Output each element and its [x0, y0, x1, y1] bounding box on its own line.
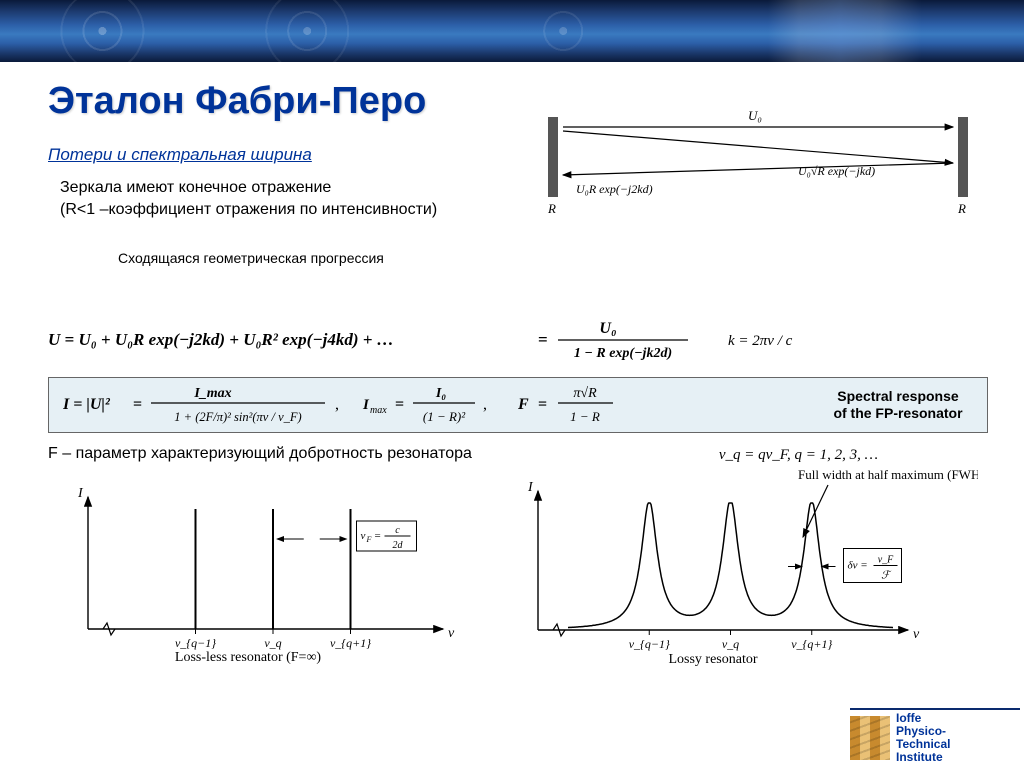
svg-text:ν_q: ν_q: [722, 637, 739, 651]
svg-text:U₀: U₀: [599, 320, 616, 337]
slide-content: Эталон Фабри-Перо Потери и спектральная …: [0, 62, 1024, 768]
u0-label: U₀: [748, 108, 762, 123]
r-left: R: [547, 201, 556, 216]
svg-text:ν: ν: [361, 530, 366, 542]
svg-text:I: I: [362, 397, 370, 413]
svg-text:π√R: π√R: [573, 386, 597, 401]
svg-text:2d: 2d: [393, 540, 404, 551]
svg-text:1 − R: 1 − R: [570, 409, 600, 424]
svg-text:k = 2πν / c: k = 2πν / c: [728, 333, 793, 349]
svg-text:,: ,: [483, 396, 487, 413]
svg-text:1 + (2F/π)² sin²(πν / ν_F): 1 + (2F/π)² sin²(πν / ν_F): [174, 410, 301, 424]
svg-text:ν_{q−1}: ν_{q−1}: [629, 637, 670, 651]
svg-text:ν_F: ν_F: [878, 555, 894, 566]
svg-text:ν_{q+1}: ν_{q+1}: [330, 636, 371, 650]
svg-text:Loss-less resonator (F=∞): Loss-less resonator (F=∞): [175, 650, 322, 665]
svg-text:ν_{q+1}: ν_{q+1}: [791, 637, 832, 651]
top-row: Потери и спектральная ширина Зеркала име…: [48, 145, 988, 315]
svg-text:1 − R exp(−jk2d): 1 − R exp(−jk2d): [574, 346, 672, 361]
decorative-banner: [0, 0, 1024, 62]
svg-text:U = U₀ + U₀R exp(−j2kd) + U₀R²: U = U₀ + U₀R exp(−j2kd) + U₀R² exp(−j4kd…: [48, 330, 394, 349]
svg-text:ν: ν: [448, 626, 455, 641]
svg-text:c: c: [395, 525, 400, 536]
institute-logo: Ioffe Physico- Technical Institute: [850, 708, 1020, 764]
logo-text: Ioffe Physico- Technical Institute: [896, 712, 950, 765]
svg-text:I: I: [77, 486, 84, 501]
svg-text:I_max: I_max: [193, 386, 231, 401]
spectral-response-box: I = |U|² = I_max 1 + (2F/π)² sin²(πν / ν…: [48, 377, 988, 433]
svg-text:=: =: [538, 330, 548, 349]
svg-text:ν: ν: [913, 627, 920, 642]
spectral-label: Spectral response of the FP-resonator: [823, 388, 973, 422]
lossless-chart: I ν ν_{q−1}ν_qν_{q+1} νF=c2d Loss-less r…: [48, 479, 478, 669]
svg-text:(1 − R)²: (1 − R)²: [423, 409, 466, 424]
lossy-chart: I ν ν_{q−1} ν_q ν_{q+1} Full width at half…: [498, 465, 978, 670]
svg-text:ν_q: ν_q: [264, 636, 281, 650]
svg-text:ℱ: ℱ: [881, 570, 892, 582]
svg-text:=: =: [395, 396, 404, 413]
svg-text:I: I: [527, 480, 534, 495]
svg-text:=: =: [375, 530, 381, 542]
svg-text:I = |U|²: I = |U|²: [63, 396, 111, 413]
svg-text:,: ,: [335, 396, 339, 413]
mirror-diagram: U₀ U₀√R exp(−jkd) U₀R exp(−j2kd) R R: [538, 105, 978, 225]
formula-series: U = U₀ + U₀R exp(−j2kd) + U₀R² exp(−j4kd…: [48, 315, 988, 365]
r-right: R: [957, 201, 966, 216]
progression-label: Сходящаяся геометрическая прогрессия: [118, 250, 988, 266]
left-return-label: U₀R exp(−j2kd): [576, 182, 653, 196]
svg-text:=: =: [538, 396, 547, 413]
svg-text:δν =: δν =: [848, 560, 868, 572]
svg-text:Lossy resonator: Lossy resonator: [668, 652, 757, 667]
svg-text:I₀: I₀: [435, 386, 446, 401]
nuq-relation: ν_q = qν_F, q = 1, 2, 3, …: [719, 447, 878, 464]
svg-text:F: F: [366, 535, 372, 544]
logo-mark-icon: [850, 716, 890, 760]
charts-row: I ν ν_{q−1}ν_qν_{q+1} νF=c2d Loss-less r…: [48, 479, 988, 679]
svg-text:Full width at half maximum (FW: Full width at half maximum (FWHM): [798, 467, 978, 482]
svg-text:max: max: [370, 405, 387, 416]
svg-text:ν_{q−1}: ν_{q−1}: [175, 636, 216, 650]
svg-text:=: =: [133, 396, 142, 413]
svg-text:F: F: [517, 396, 529, 413]
